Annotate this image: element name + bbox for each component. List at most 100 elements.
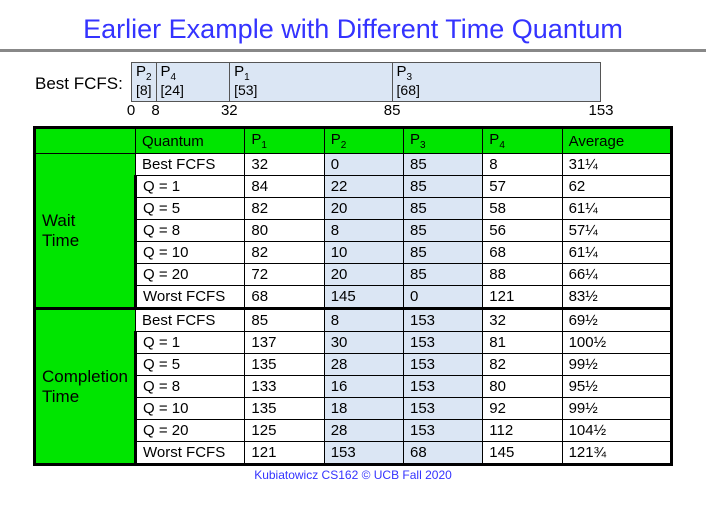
column-header: P1 (245, 128, 324, 154)
cell: 88 (483, 264, 562, 286)
cell: 68 (245, 286, 324, 309)
gantt-timeline: Best FCFS: P2[8]P4[24]P1[53]P3[68] 08328… (131, 62, 601, 120)
cell: Q = 10 (136, 398, 245, 420)
cell: Q = 20 (136, 264, 245, 286)
column-header (35, 128, 136, 154)
cell: Best FCFS (136, 154, 245, 176)
timeline-label: Best FCFS: (35, 74, 123, 94)
slide: Earlier Example with Different Time Quan… (0, 0, 706, 513)
cell: 104½ (562, 420, 671, 442)
timeline-tick: 8 (151, 102, 159, 119)
cell: 22 (324, 176, 403, 198)
cell: 10 (324, 242, 403, 264)
cell: 57¼ (562, 220, 671, 242)
quantum-table: QuantumP1P2P3P4AverageWaitTimeBest FCFS3… (33, 126, 673, 466)
cell: 85 (245, 309, 324, 332)
cell: 125 (245, 420, 324, 442)
cell: 28 (324, 420, 403, 442)
cell: 84 (245, 176, 324, 198)
cell: 112 (483, 420, 562, 442)
cell: 92 (483, 398, 562, 420)
cell: 20 (324, 198, 403, 220)
cell: Worst FCFS (136, 286, 245, 309)
cell: 61¼ (562, 242, 671, 264)
cell: Q = 5 (136, 198, 245, 220)
cell: 82 (245, 242, 324, 264)
timeline-ticks: 083285153 (131, 102, 601, 120)
cell: 58 (483, 198, 562, 220)
cell: 56 (483, 220, 562, 242)
cell: 68 (404, 442, 483, 465)
cell: 66¼ (562, 264, 671, 286)
cell: 99½ (562, 354, 671, 376)
cell: 153 (404, 309, 483, 332)
cell: 0 (404, 286, 483, 309)
cell: 153 (404, 332, 483, 354)
timeline-segment: P2[8] (132, 63, 157, 101)
cell: 121 (483, 286, 562, 309)
column-header: P4 (483, 128, 562, 154)
cell: Q = 5 (136, 354, 245, 376)
cell: Worst FCFS (136, 442, 245, 465)
timeline-segment: P3[68] (393, 63, 601, 101)
cell: 69½ (562, 309, 671, 332)
title-rule (0, 49, 706, 52)
timeline-bar: P2[8]P4[24]P1[53]P3[68] (131, 62, 601, 102)
cell: 85 (404, 242, 483, 264)
cell: 153 (324, 442, 403, 465)
cell: 121¾ (562, 442, 671, 465)
section-label: CompletionTime (35, 309, 136, 465)
cell: 95½ (562, 376, 671, 398)
cell: 85 (404, 264, 483, 286)
timeline-tick: 32 (221, 102, 238, 119)
cell: 57 (483, 176, 562, 198)
cell: 72 (245, 264, 324, 286)
cell: 81 (483, 332, 562, 354)
cell: 121 (245, 442, 324, 465)
cell: Q = 20 (136, 420, 245, 442)
column-header: P2 (324, 128, 403, 154)
cell: 0 (324, 154, 403, 176)
cell: 8 (483, 154, 562, 176)
cell: Q = 1 (136, 176, 245, 198)
cell: Q = 8 (136, 220, 245, 242)
cell: 16 (324, 376, 403, 398)
timeline-segment: P1[53] (230, 63, 392, 101)
section-label: WaitTime (35, 154, 136, 309)
cell: 68 (483, 242, 562, 264)
cell: 82 (483, 354, 562, 376)
cell: 135 (245, 398, 324, 420)
cell: 28 (324, 354, 403, 376)
cell: 32 (245, 154, 324, 176)
cell: Best FCFS (136, 309, 245, 332)
timeline-tick: 0 (127, 102, 135, 119)
footer-text: Kubiatowicz CS162 © UCB Fall 2020 (18, 468, 688, 482)
cell: 85 (404, 198, 483, 220)
cell: 20 (324, 264, 403, 286)
column-header: Average (562, 128, 671, 154)
cell: 153 (404, 398, 483, 420)
cell: 145 (324, 286, 403, 309)
cell: 137 (245, 332, 324, 354)
cell: 30 (324, 332, 403, 354)
cell: 32 (483, 309, 562, 332)
cell: 80 (483, 376, 562, 398)
cell: 99½ (562, 398, 671, 420)
cell: 135 (245, 354, 324, 376)
cell: 80 (245, 220, 324, 242)
cell: 62 (562, 176, 671, 198)
column-header: Quantum (136, 128, 245, 154)
cell: 153 (404, 376, 483, 398)
cell: 83½ (562, 286, 671, 309)
cell: 8 (324, 309, 403, 332)
cell: 153 (404, 420, 483, 442)
cell: 8 (324, 220, 403, 242)
cell: 85 (404, 176, 483, 198)
cell: 133 (245, 376, 324, 398)
timeline-tick: 153 (588, 102, 613, 119)
cell: 100½ (562, 332, 671, 354)
cell: 85 (404, 220, 483, 242)
timeline-tick: 85 (384, 102, 401, 119)
cell: 82 (245, 198, 324, 220)
cell: Q = 8 (136, 376, 245, 398)
